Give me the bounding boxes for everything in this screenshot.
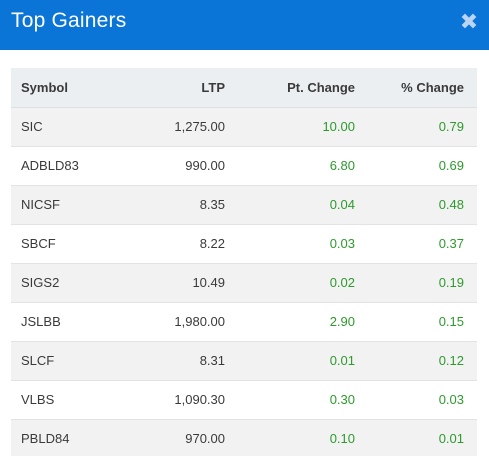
cell-pct-change: 0.69	[356, 146, 477, 186]
cell-symbol[interactable]: ADBLD83	[11, 146, 132, 186]
cell-pt-change: 0.03	[226, 224, 356, 264]
cell-pt-change: 0.04	[226, 185, 356, 225]
cell-pt-change: 0.30	[226, 380, 356, 420]
cell-symbol[interactable]: SIGS2	[11, 263, 132, 303]
table-row[interactable]: ADBLD83 990.00 6.80 0.69	[11, 146, 477, 186]
cell-symbol[interactable]: VLBS	[11, 380, 132, 420]
table-row[interactable]: VLBS 1,090.30 0.30 0.03	[11, 380, 477, 420]
cell-ltp: 8.31	[132, 341, 226, 381]
table-row[interactable]: SBCF 8.22 0.03 0.37	[11, 224, 477, 264]
cell-pt-change: 0.02	[226, 263, 356, 303]
cell-pct-change: 0.79	[356, 107, 477, 147]
cell-symbol[interactable]: NICSF	[11, 185, 132, 225]
cell-pt-change: 0.10	[226, 419, 356, 456]
cell-symbol[interactable]: SBCF	[11, 224, 132, 264]
cell-pt-change: 10.00	[226, 107, 356, 147]
cell-symbol[interactable]: SIC	[11, 107, 132, 147]
table-header-row: Symbol LTP Pt. Change % Change	[11, 68, 477, 108]
close-icon[interactable]: ✖	[459, 9, 479, 34]
cell-pct-change: 0.19	[356, 263, 477, 303]
cell-pct-change: 0.37	[356, 224, 477, 264]
column-header-ltp[interactable]: LTP	[132, 68, 226, 108]
cell-pct-change: 0.12	[356, 341, 477, 381]
table-row[interactable]: SIGS2 10.49 0.02 0.19	[11, 263, 477, 303]
column-header-pct-change[interactable]: % Change	[356, 68, 477, 108]
cell-pt-change: 6.80	[226, 146, 356, 186]
table-row[interactable]: SLCF 8.31 0.01 0.12	[11, 341, 477, 381]
table-row[interactable]: JSLBB 1,980.00 2.90 0.15	[11, 302, 477, 342]
cell-symbol[interactable]: JSLBB	[11, 302, 132, 342]
cell-pct-change: 0.48	[356, 185, 477, 225]
column-header-pt-change[interactable]: Pt. Change	[226, 68, 356, 108]
gainers-table-container: Symbol LTP Pt. Change % Change SIC 1,275.…	[11, 68, 477, 456]
table-row[interactable]: NICSF 8.35 0.04 0.48	[11, 185, 477, 225]
cell-ltp: 1,980.00	[132, 302, 226, 342]
modal-header: Top Gainers ✖	[0, 0, 489, 50]
gainers-table: Symbol LTP Pt. Change % Change SIC 1,275.…	[11, 68, 477, 456]
cell-ltp: 8.22	[132, 224, 226, 264]
cell-ltp: 970.00	[132, 419, 226, 456]
cell-ltp: 990.00	[132, 146, 226, 186]
cell-symbol[interactable]: SLCF	[11, 341, 132, 381]
cell-ltp: 1,275.00	[132, 107, 226, 147]
column-header-symbol[interactable]: Symbol	[11, 68, 132, 108]
cell-pt-change: 2.90	[226, 302, 356, 342]
cell-pct-change: 0.03	[356, 380, 477, 420]
cell-ltp: 1,090.30	[132, 380, 226, 420]
table-row[interactable]: PBLD84 970.00 0.10 0.01	[11, 419, 477, 456]
cell-pt-change: 0.01	[226, 341, 356, 381]
modal-title: Top Gainers	[11, 9, 127, 32]
cell-pct-change: 0.01	[356, 419, 477, 456]
cell-pct-change: 0.15	[356, 302, 477, 342]
cell-ltp: 8.35	[132, 185, 226, 225]
cell-ltp: 10.49	[132, 263, 226, 303]
cell-symbol[interactable]: PBLD84	[11, 419, 132, 456]
table-row[interactable]: SIC 1,275.00 10.00 0.79	[11, 107, 477, 147]
